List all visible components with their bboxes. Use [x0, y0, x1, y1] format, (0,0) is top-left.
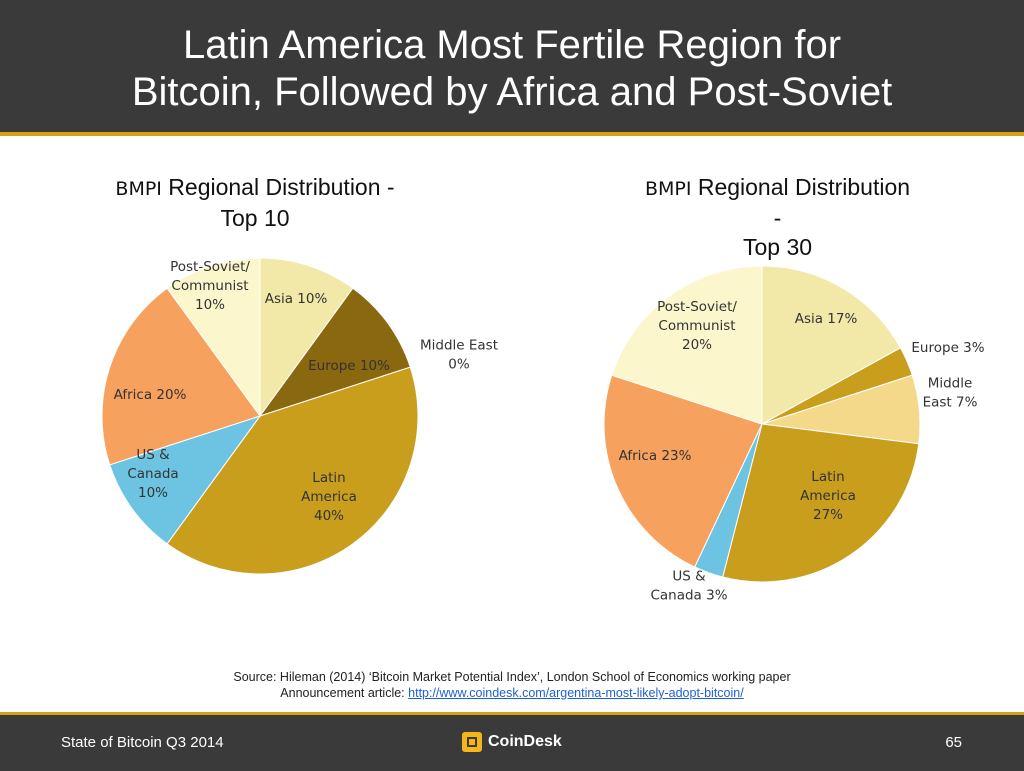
chart-1-label-latin-america: Latin America 40% [301, 470, 357, 524]
chart-1-label-us-canada-line-2: Canada [127, 466, 178, 482]
chart-1-label-post-soviet-communist-line-3: 10% [195, 297, 225, 313]
source-note: Source: Hileman (2014) ‘Bitcoin Market P… [120, 669, 904, 701]
chart-2-title: BMPI Regional Distribution - Top 30 [595, 173, 960, 262]
chart-1-label-us-canada: US & Canada 10% [127, 447, 178, 501]
chart-2-label-us-canada: US & Canada 3% [650, 569, 727, 604]
chart-1-label-africa: Africa 20% [114, 387, 187, 403]
chart-2-label-latin-america-line-2: America [800, 488, 856, 504]
chart-2-title-line-2: - [773, 205, 782, 231]
chart-1-label-latin-america-line-1: Latin [312, 470, 345, 486]
chart-1-slice-latin-america [166, 366, 419, 575]
chart-2-title-line-3: Top 30 [742, 234, 813, 260]
chart-2-label-europe-line-1: Europe 3% [911, 340, 984, 356]
source-announcement: Announcement article: http://www.coindes… [120, 685, 904, 701]
chart-2-label-middle-east-line-2: East 7% [923, 395, 978, 411]
chart-1-label-middle-east-line-2: 0% [448, 357, 470, 373]
chart-2-title-prefix: BMPI [644, 178, 692, 200]
chart-2-label-africa-line-1: Africa 23% [619, 448, 692, 464]
chart-2-label-middle-east-line-1: Middle [928, 376, 973, 392]
chart-1-label-us-canada-line-3: 10% [138, 485, 168, 501]
slide-title: Latin America Most Fertile Region for Bi… [0, 0, 1024, 116]
chart-1-title-line-2: Top 10 [220, 205, 290, 231]
chart-2-label-latin-america-line-3: 27% [813, 507, 843, 523]
announcement-label: Announcement article: [280, 686, 409, 700]
chart-1-label-europe: Europe 10% [308, 358, 390, 374]
chart-2-label-latin-america: Latin America 27% [800, 469, 856, 523]
page-number: 65 [945, 734, 962, 751]
chart-2-label-africa: Africa 23% [619, 448, 692, 464]
announcement-link[interactable]: http://www.coindesk.com/argentina-most-l… [408, 686, 744, 700]
source-citation: Source: Hileman (2014) ‘Bitcoin Market P… [233, 670, 791, 684]
chart-2-label-us-canada-line-1: US & [672, 569, 706, 585]
chart-2-label-post-soviet-communist-line-2: Communist [658, 318, 735, 334]
coindesk-logo-text: CoinDesk [488, 733, 562, 750]
chart-1-title-line-1: BMPI Regional Distribution - [70, 173, 440, 204]
chart-2-label-latin-america-line-1: Latin [811, 469, 844, 485]
chart-2-slice-latin-america [722, 423, 920, 583]
chart-1-label-post-soviet-communist-line-1: Post-Soviet/ [170, 259, 250, 275]
chart-1-slice-asia [259, 257, 354, 418]
chart-1-label-middle-east-line-1: Middle East [420, 338, 498, 354]
coindesk-logo: CoinDesk [462, 731, 562, 753]
chart-2-slice-asia [761, 265, 902, 425]
chart-2-label-europe: Europe 3% [911, 340, 984, 356]
chart-2-label-post-soviet-communist-line-1: Post-Soviet/ [657, 299, 737, 315]
chart-1-label-us-canada-line-1: US & [136, 447, 170, 463]
chart-1-slice-africa [101, 287, 261, 466]
chart-2-title-text: Regional Distribution [697, 174, 911, 200]
chart-1-label-asia-line-1: Asia 10% [265, 291, 328, 307]
chart-2-label-asia-line-1: Asia 17% [795, 311, 858, 327]
chart-1-slice-post-soviet-communist [166, 257, 261, 418]
chart-1-label-post-soviet-communist: Post-Soviet/Communist 10% [170, 259, 250, 313]
slide-title-line-2: Bitcoin, Followed by Africa and Post-Sov… [131, 70, 893, 114]
chart-2-label-us-canada-line-2: Canada 3% [650, 588, 727, 604]
chart-1-label-latin-america-line-3: 40% [314, 508, 344, 524]
chart-1-title: BMPI Regional Distribution - Top 10 [70, 173, 440, 233]
chart-1-slice-us-canada [109, 415, 262, 545]
chart-1-label-europe-line-1: Europe 10% [308, 358, 390, 374]
chart-1-label-asia: Asia 10% [265, 291, 328, 307]
chart-1-label-post-soviet-communist-line-2: Communist [171, 278, 248, 294]
slide-header: Latin America Most Fertile Region for Bi… [0, 0, 1024, 136]
slide-title-line-1: Latin America Most Fertile Region for [182, 23, 842, 67]
chart-2-slice-africa [603, 374, 763, 568]
slide-footer: State of Bitcoin Q3 2014 CoinDesk 65 [0, 712, 1024, 771]
chart-1-slice-europe [258, 287, 411, 417]
chart-1-title-text: Regional Distribution - [168, 174, 395, 200]
chart-1-label-latin-america-line-2: America [301, 489, 357, 505]
chart-2-label-asia: Asia 17% [795, 311, 858, 327]
chart-2-title-line-1: BMPI Regional Distribution [595, 173, 960, 204]
coindesk-logo-icon [462, 732, 482, 752]
chart-2-slice-post-soviet-communist [611, 265, 763, 425]
chart-2-label-post-soviet-communist: Post-Soviet/Communist 20% [657, 299, 737, 353]
chart-1-label-africa-line-1: Africa 20% [114, 387, 187, 403]
chart-1-title-prefix: BMPI [115, 178, 162, 200]
chart-1-label-middle-east: Middle East 0% [420, 338, 498, 373]
chart-2-label-post-soviet-communist-line-3: 20% [682, 337, 712, 353]
footer-deck-title: State of Bitcoin Q3 2014 [61, 734, 224, 751]
chart-2-label-middle-east: Middle East 7% [923, 376, 978, 411]
